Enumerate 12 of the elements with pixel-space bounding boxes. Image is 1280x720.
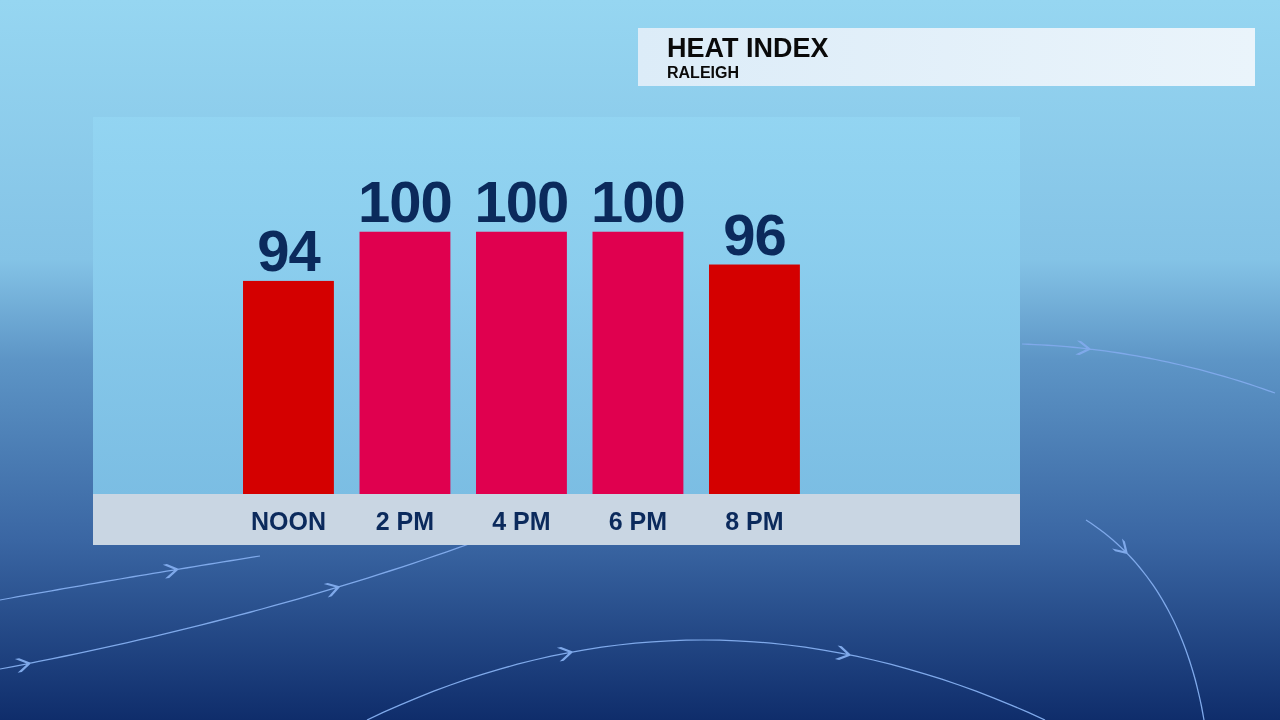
data-label: 100	[358, 168, 452, 234]
data-label: 100	[591, 168, 685, 234]
x-tick-label: 6 PM	[608, 507, 668, 535]
x-tick-label: 4 PM	[492, 507, 551, 535]
data-label: 94	[257, 217, 321, 283]
x-tick-label: 2 PM	[375, 507, 435, 535]
data-label: 100	[474, 168, 569, 234]
data-label: 96	[723, 201, 786, 267]
chart-subtitle: RALEIGH	[667, 64, 739, 81]
x-tick-label: NOON	[250, 507, 326, 535]
x-tick-label: 8 PM	[725, 507, 784, 535]
chart-title: HEAT INDEX	[667, 33, 829, 63]
